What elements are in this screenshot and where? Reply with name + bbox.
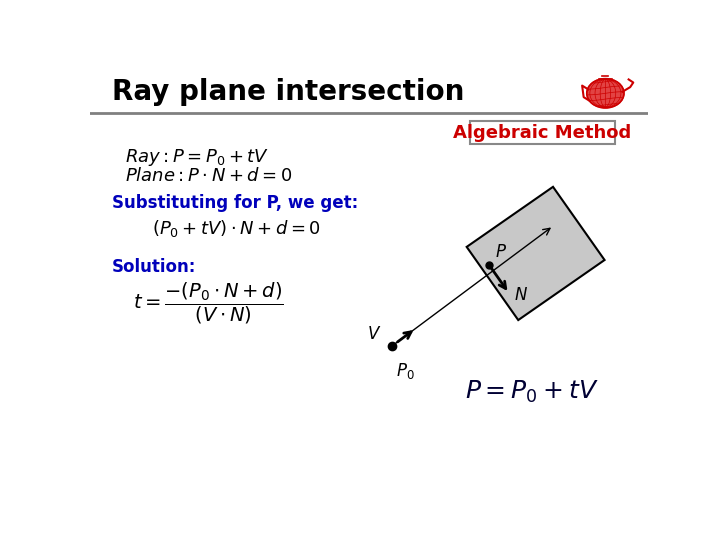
- Text: $V$: $V$: [367, 326, 382, 343]
- Text: Solution:: Solution:: [112, 258, 196, 275]
- Text: Algebraic Method: Algebraic Method: [454, 124, 631, 141]
- Text: $t = \dfrac{-\left(P_0 \cdot N + d\right)}{\left(V \cdot N\right)}$: $t = \dfrac{-\left(P_0 \cdot N + d\right…: [132, 281, 284, 326]
- Text: $Plane: P \cdot N + d = 0$: $Plane: P \cdot N + d = 0$: [125, 167, 292, 185]
- Text: $P_0$: $P_0$: [396, 361, 415, 381]
- Ellipse shape: [587, 79, 624, 108]
- Text: $Ray: P = P_0 + tV$: $Ray: P = P_0 + tV$: [125, 147, 269, 168]
- Text: Substituting for P, we get:: Substituting for P, we get:: [112, 194, 358, 212]
- Text: $N$: $N$: [514, 286, 528, 304]
- Text: $P = P_0 + tV$: $P = P_0 + tV$: [465, 379, 598, 405]
- Text: $\left(P_0 + tV\right)\cdot N + d = 0$: $\left(P_0 + tV\right)\cdot N + d = 0$: [152, 218, 321, 239]
- Text: Ray plane intersection: Ray plane intersection: [112, 78, 464, 106]
- Text: $P$: $P$: [495, 243, 508, 261]
- Polygon shape: [467, 187, 605, 320]
- Bar: [469, 121, 616, 144]
